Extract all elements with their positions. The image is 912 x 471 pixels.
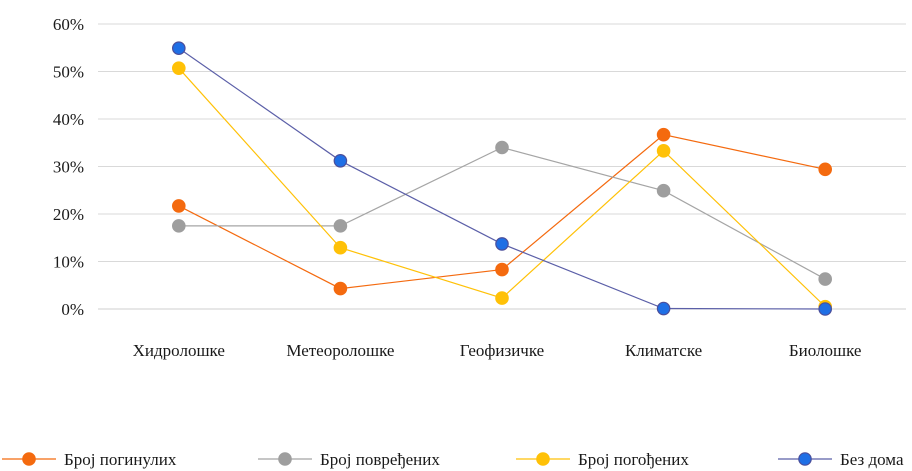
legend: Број погинулих Број повређених Број погође… (2, 450, 904, 469)
x-tick-label: Хидролошке (133, 341, 225, 360)
x-tick-label: Метеоролошке (286, 341, 394, 360)
legend-label: Број погођених (578, 450, 689, 469)
legend-marker (536, 452, 550, 466)
legend-item: Без дома (778, 450, 904, 469)
legend-marker (798, 452, 812, 466)
y-tick-label: 40% (53, 110, 84, 129)
legend-marker (22, 452, 36, 466)
data-point (333, 240, 348, 255)
data-point (818, 302, 832, 316)
legend-item: Број погођених (516, 450, 689, 469)
data-point (333, 154, 348, 168)
legend-label: Број повређених (320, 450, 440, 469)
data-point (333, 219, 348, 233)
y-tick-label: 0% (61, 300, 84, 319)
data-point (333, 281, 348, 296)
y-tick-label: 30% (53, 158, 84, 177)
y-tick-label: 60% (53, 15, 84, 34)
x-tick-label: Биолошке (789, 341, 862, 360)
data-point (172, 41, 186, 56)
data-point (172, 219, 186, 233)
data-point (495, 291, 509, 305)
legend-label: Без дома (840, 450, 904, 469)
data-point (656, 301, 671, 316)
legend-label: Број погинулих (64, 450, 177, 469)
x-tick-label: Климатске (625, 341, 702, 360)
x-tick-label: Геофизичке (460, 341, 544, 360)
data-point (172, 61, 186, 75)
x-axis-tick-labels: Хидролошке Метеоролошке Геофизичке Климатск… (133, 341, 862, 360)
legend-item: Број погинулих (2, 450, 177, 469)
series-layer (172, 41, 832, 316)
series-2 (172, 61, 832, 314)
data-point (495, 140, 509, 155)
y-tick-label: 20% (53, 205, 84, 224)
y-tick-label: 10% (53, 253, 84, 272)
y-tick-label: 50% (53, 63, 84, 82)
data-point (818, 162, 832, 177)
data-point (495, 262, 509, 277)
data-point (172, 199, 186, 213)
legend-marker (278, 452, 292, 466)
data-point (656, 144, 671, 158)
series-1 (172, 140, 832, 286)
series-3 (172, 41, 832, 316)
data-point (495, 237, 509, 251)
series-0 (172, 127, 832, 296)
data-point (818, 272, 832, 286)
y-axis-tick-labels: 0% 10% 20% 30% 40% 50% 60% (53, 15, 84, 319)
legend-item: Број повређених (258, 450, 440, 469)
data-point (656, 127, 671, 142)
grid-lines (98, 23, 906, 310)
data-point (656, 183, 671, 198)
